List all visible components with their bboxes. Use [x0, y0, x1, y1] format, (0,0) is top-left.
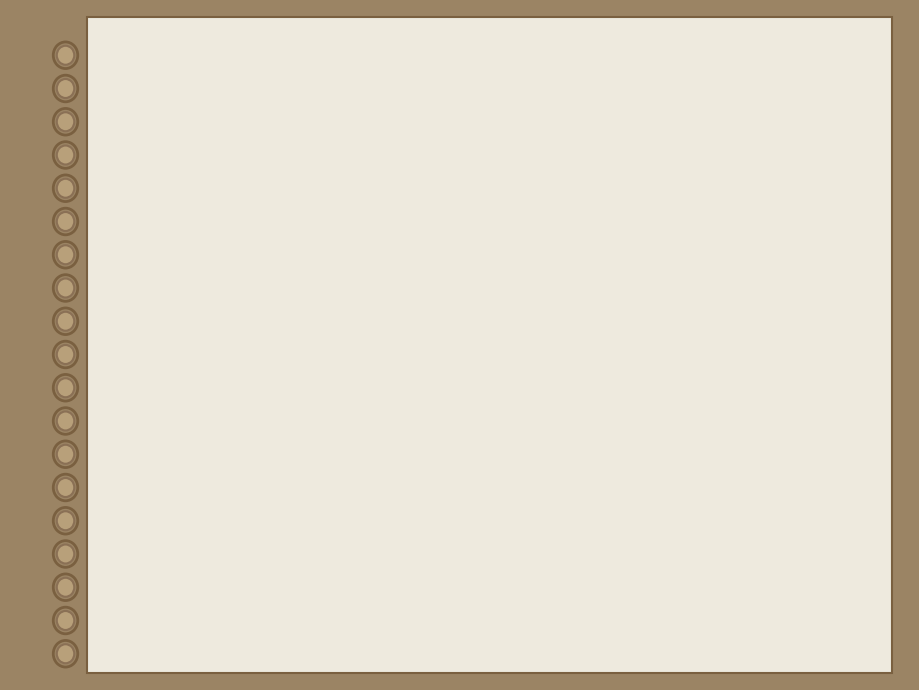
- Text: X: X: [278, 203, 297, 227]
- Circle shape: [57, 478, 74, 497]
- Text: 活性种: 活性种: [210, 264, 255, 288]
- Text: 阳离子(cation): 阳离子(cation): [384, 373, 514, 393]
- Text: 自由基(free radical ): 自由基(free radical ): [384, 339, 584, 359]
- Circle shape: [57, 345, 74, 364]
- Text: −: −: [663, 148, 684, 172]
- Text: （外因）: （外因）: [645, 264, 705, 288]
- Text: (: (: [312, 315, 367, 451]
- Circle shape: [57, 46, 74, 65]
- Text: 3: 3: [845, 630, 857, 649]
- Text: 1.: 1.: [179, 66, 210, 94]
- Text: X: X: [610, 203, 630, 227]
- Text: R: R: [234, 368, 257, 397]
- Circle shape: [57, 544, 74, 564]
- Text: R: R: [398, 122, 417, 146]
- Text: (reactive species): (reactive species): [335, 264, 586, 288]
- Text: （内因）: （内因）: [610, 495, 670, 518]
- Circle shape: [57, 378, 74, 397]
- Circle shape: [57, 146, 74, 164]
- Circle shape: [57, 179, 74, 198]
- Circle shape: [57, 611, 74, 630]
- Circle shape: [57, 112, 74, 131]
- Text: 的存在: 的存在: [559, 264, 604, 288]
- Circle shape: [57, 411, 74, 431]
- Circle shape: [57, 312, 74, 331]
- Text: −[CH: −[CH: [527, 148, 598, 172]
- Circle shape: [57, 279, 74, 297]
- Text: •: •: [182, 261, 201, 290]
- Text: 连锁聚合: 连锁聚合: [210, 66, 279, 94]
- Circle shape: [57, 578, 74, 597]
- Text: 进行的条件: 进行的条件: [603, 66, 690, 94]
- Text: R: R: [304, 264, 332, 288]
- Text: =CH: =CH: [273, 148, 333, 172]
- Text: 单体中接受活性种进攻的弱键: 单体中接受活性种进攻的弱键: [210, 495, 404, 518]
- Text: *: *: [255, 359, 266, 378]
- Text: n: n: [650, 160, 662, 178]
- Text: C=C: C=C: [552, 495, 618, 518]
- Circle shape: [57, 212, 74, 231]
- Text: 2: 2: [262, 160, 274, 178]
- Circle shape: [57, 644, 74, 663]
- Text: 2: 2: [579, 160, 591, 178]
- Text: *: *: [325, 257, 334, 275]
- Text: •: •: [182, 492, 201, 521]
- Circle shape: [57, 445, 74, 464]
- Circle shape: [57, 511, 74, 530]
- Text: *: *: [417, 115, 426, 132]
- Circle shape: [57, 79, 74, 98]
- Text: (Chain polymerization): (Chain polymerization): [325, 66, 699, 94]
- Text: CH: CH: [227, 148, 267, 172]
- Text: =CH ]: =CH ]: [589, 148, 669, 172]
- Text: 阴离子(anion): 阴离子(anion): [384, 406, 506, 426]
- Circle shape: [57, 245, 74, 264]
